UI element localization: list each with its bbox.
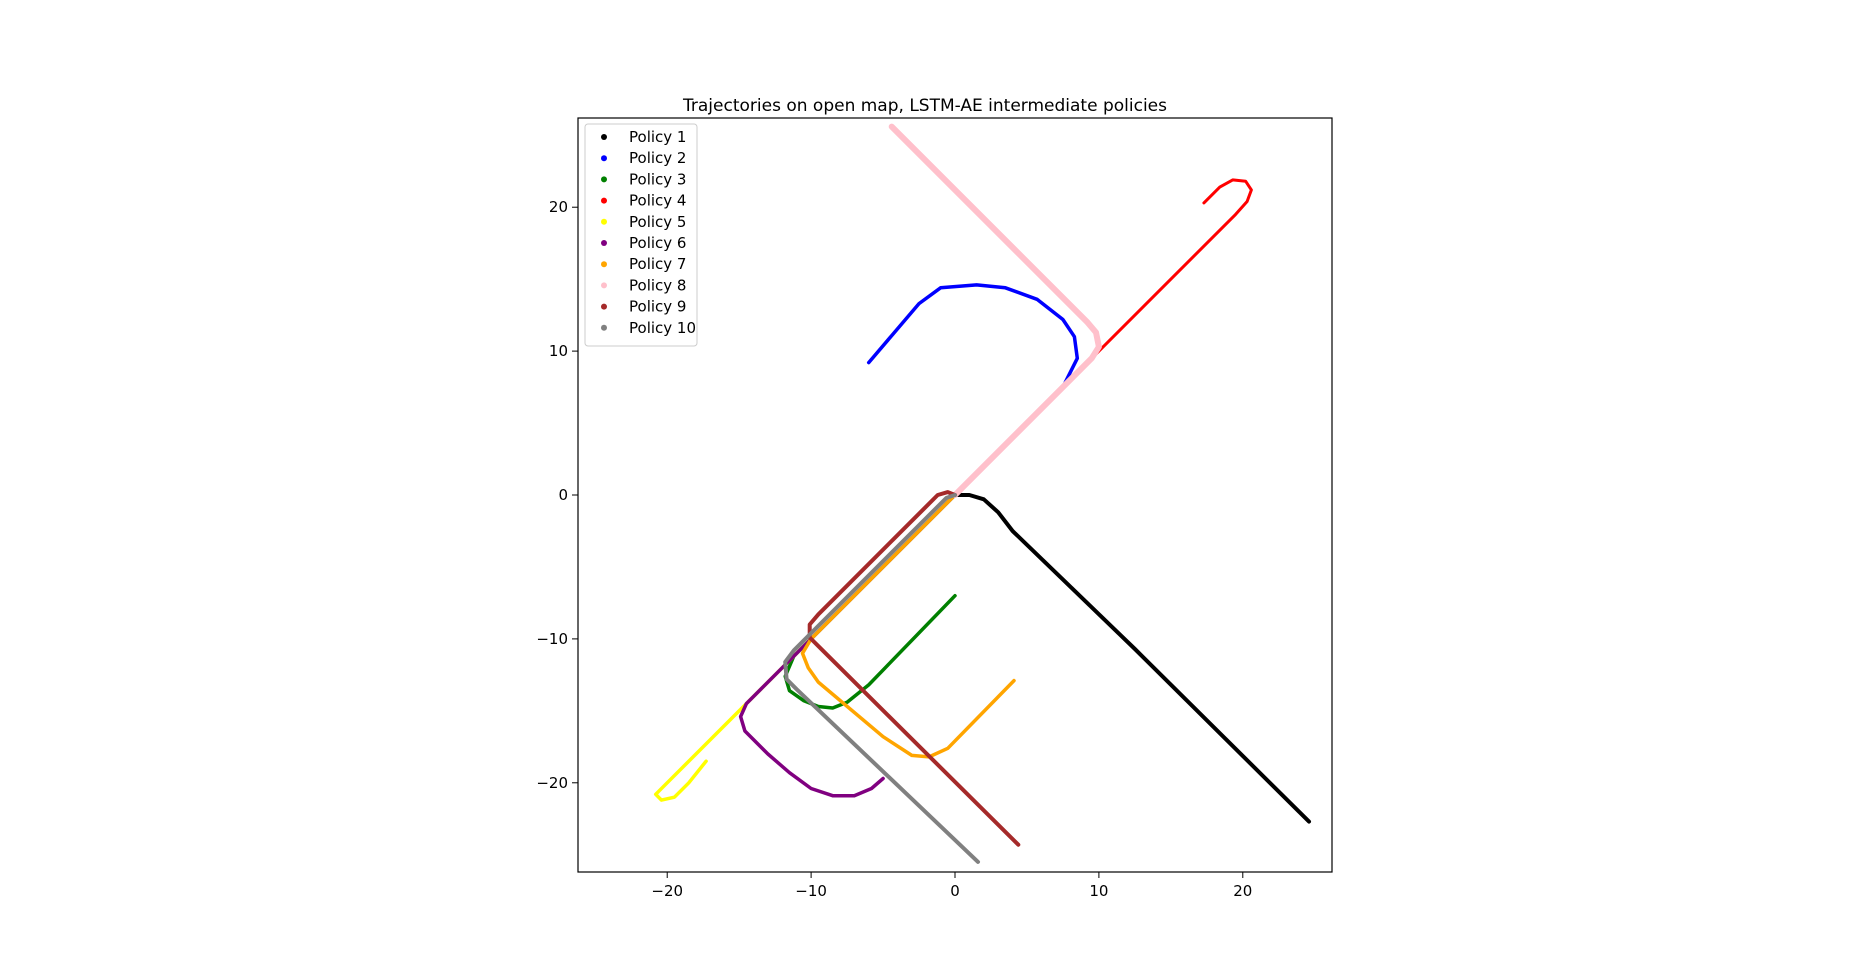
x-tick-label: 20 (1233, 882, 1252, 900)
series-line-policy-10 (783, 493, 980, 864)
legend-item-policy-9: Policy 9 (601, 298, 686, 316)
legend-marker (601, 324, 607, 331)
legend-label: Policy 9 (629, 298, 686, 316)
legend-marker (601, 134, 607, 140)
legend-label: Policy 7 (629, 255, 686, 273)
legend-label: Policy 3 (629, 170, 686, 188)
x-tick-label: 10 (1089, 882, 1108, 900)
legend-item-policy-2: Policy 2 (601, 149, 686, 167)
legend-box (584, 123, 698, 347)
legend-item-policy-8: Policy 8 (601, 276, 686, 294)
legend-item-policy-1: Policy 1 (601, 128, 686, 146)
legend-item-policy-4: Policy 4 (601, 192, 686, 210)
legend-item-policy-6: Policy 6 (601, 234, 686, 252)
legend-marker (601, 197, 607, 204)
y-tick-label: 0 (558, 486, 568, 504)
series-line-policy-4 (953, 178, 1253, 497)
legend-marker (601, 303, 607, 310)
legend-marker (601, 282, 607, 289)
y-tick-label: 10 (549, 342, 568, 360)
legend-label: Policy 5 (629, 213, 686, 231)
chart-title: Trajectories on open map, LSTM-AE interm… (682, 96, 1167, 116)
legend-item-policy-3: Policy 3 (601, 170, 686, 188)
y-tick-label: −20 (536, 774, 568, 792)
legend-label: Policy 2 (629, 149, 686, 167)
legend-marker (601, 240, 607, 246)
legend-item-policy-5: Policy 5 (601, 213, 686, 231)
legend-label: Policy 6 (629, 234, 686, 252)
legend-marker (601, 155, 607, 162)
series-line-policy-9 (807, 490, 1021, 847)
y-tick-label: 20 (549, 198, 568, 216)
legend-marker (601, 261, 607, 268)
series-line-policy-8 (888, 123, 1102, 498)
legend-label: Policy 1 (629, 128, 686, 146)
x-tick-label: −20 (651, 882, 683, 900)
series-layer (653, 123, 1311, 864)
x-tick-label: 0 (950, 882, 960, 900)
legend-marker (601, 218, 607, 225)
series-line-policy-7 (800, 493, 1016, 759)
series-line-policy-1 (953, 493, 1311, 824)
ticks-layer: −20 −10 0 10 20 −20 −10 0 10 20 (536, 198, 1252, 900)
legend-marker (601, 176, 607, 183)
legend-label: Policy 10 (629, 319, 696, 337)
legend-label: Policy 4 (629, 192, 686, 210)
legend-item-policy-7: Policy 7 (601, 255, 686, 273)
y-tick-label: −10 (536, 630, 568, 648)
series-line-policy-6 (738, 493, 957, 798)
legend-label: Policy 8 (629, 276, 686, 294)
series-line-policy-2 (866, 283, 1080, 497)
x-tick-label: −10 (795, 882, 827, 900)
legend: Policy 1 Policy 2 Policy 3 Policy 4 Policy 5… (584, 123, 698, 347)
series-line-policy-5 (653, 493, 957, 802)
legend-item-policy-10: Policy 10 (601, 319, 696, 337)
